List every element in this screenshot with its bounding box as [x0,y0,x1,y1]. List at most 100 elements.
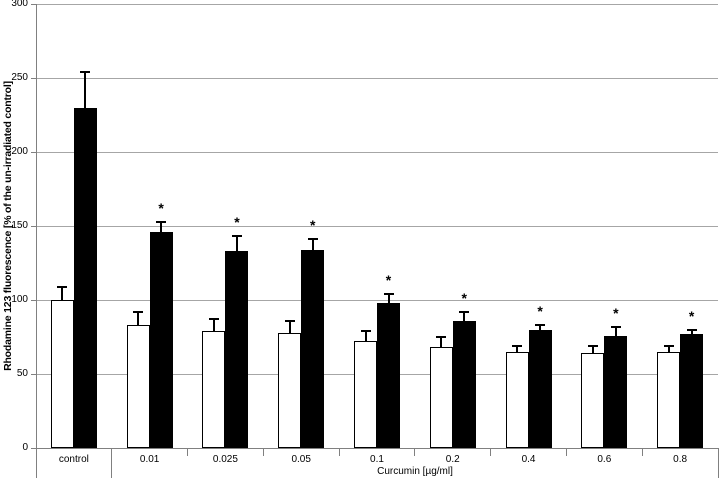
error-bar-stem [235,236,238,252]
error-bar-cap [663,344,674,347]
x-category-label: 0.8 [673,454,688,465]
bar-white [354,341,377,448]
y-axis-line [36,4,37,448]
error-bar-stem [311,239,314,250]
y-tick-label: 100 [11,294,28,305]
bar-white [126,325,150,448]
error-bar-stem [61,286,64,300]
error-bar-stem [539,325,542,330]
error-bar-cap [208,318,219,321]
significance-asterisk: * [309,217,316,234]
x-category-label: 0.01 [139,454,160,465]
error-bar-cap [231,235,242,238]
y-axis-tick [31,373,36,375]
x-axis-tick [187,449,189,456]
gridline [36,151,718,153]
x-category-label: 0.4 [521,454,536,465]
significance-asterisk: * [234,214,240,231]
y-axis-tick [31,151,36,153]
x-axis-tick [490,449,492,456]
error-bar-stem [516,345,519,352]
significance-asterisk: * [385,272,392,289]
y-axis-tick [31,225,36,227]
y-axis-tick [31,3,36,5]
bar-black [604,335,628,448]
bar-white [505,351,529,448]
significance-asterisk: * [537,303,543,320]
gridline [36,3,718,5]
y-tick-label: 250 [11,72,28,83]
error-bar-stem [364,331,367,342]
bar-white [657,351,681,448]
y-tick-label: 200 [11,146,28,157]
error-bar-cap [156,220,167,223]
x-axis-title: Curcumin [µg/ml] [377,466,453,477]
error-bar-stem [387,294,390,303]
bar-black [680,334,704,448]
bar-white [50,300,74,448]
x-axis-tick [414,449,416,456]
error-bar-cap [610,325,621,328]
error-bar-stem [212,319,215,332]
bar-black [301,249,325,448]
error-bar-stem [137,311,140,326]
x-axis-tick [262,449,264,456]
y-axis-tick [31,77,36,79]
error-bar-stem [614,326,617,336]
error-bar-cap [284,319,295,322]
error-bar-stem [591,345,594,354]
error-bar-stem [84,72,87,108]
bar-black [73,107,97,448]
bar-black [528,329,552,448]
x-axis-tick [717,449,719,478]
error-bar-cap [512,344,523,347]
error-bar-cap [686,328,697,331]
bar-black [452,320,476,448]
error-bar-cap [535,324,546,327]
y-tick-label: 300 [11,0,28,9]
gridline [36,299,718,301]
x-axis-tick [338,449,340,456]
x-axis-line [36,448,719,449]
x-axis-tick [641,449,643,456]
error-bar-cap [307,238,318,241]
bar-white [278,332,302,448]
x-category-label: 0.05 [291,454,311,465]
gridline [36,225,718,227]
x-category-label: 0.2 [445,454,460,465]
y-tick-label: 150 [11,220,28,231]
error-bar-cap [80,71,91,74]
y-axis-tick [31,447,36,449]
bar-white [429,347,453,448]
error-bar-stem [160,221,163,232]
y-tick-label: 50 [16,368,28,379]
error-bar-stem [463,311,466,321]
error-bar-cap [57,285,68,288]
bar-black [377,302,400,448]
error-bar-stem [667,345,670,352]
x-category-label: 0.025 [212,454,238,465]
gridline [36,77,718,79]
y-axis-tick [31,299,36,301]
error-bar-cap [133,310,144,313]
error-bar-cap [383,293,394,296]
bar-white [202,331,226,448]
error-bar-cap [587,344,598,347]
x-axis-tick [565,449,567,456]
error-bar-stem [690,329,693,335]
significance-asterisk: * [158,199,164,216]
significance-asterisk: * [461,289,467,306]
y-tick-label: 0 [22,442,28,453]
error-bar-cap [459,310,470,313]
x-category-label: control [58,454,89,465]
bar-black [225,251,249,448]
error-bar-cap [436,336,447,338]
x-axis-tick [111,449,113,478]
bar-white [581,353,605,448]
x-category-label: 0.1 [370,454,384,465]
significance-asterisk: * [688,307,695,324]
x-category-label: 0.6 [597,454,612,465]
significance-asterisk: * [613,304,619,321]
